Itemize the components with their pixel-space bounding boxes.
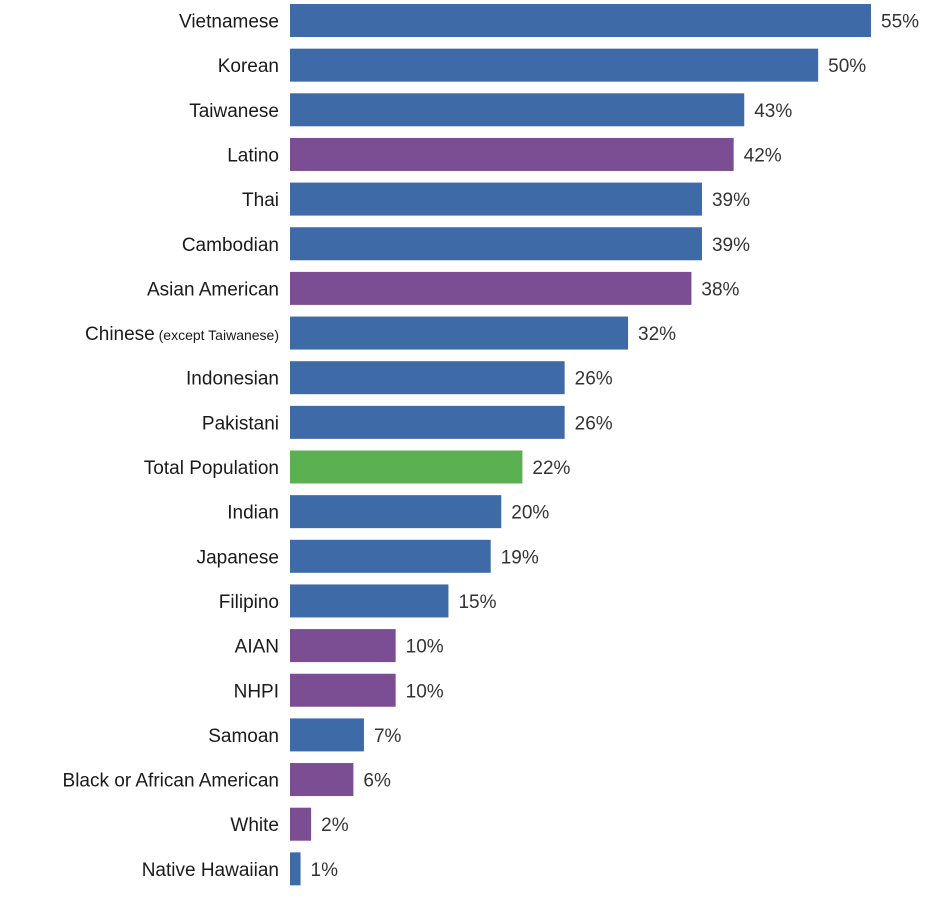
category-label-taiwanese: Taiwanese (189, 101, 279, 122)
bar-asian-american (290, 271, 692, 305)
category-label-text: Asian American (147, 279, 279, 300)
bar-white (290, 807, 312, 841)
bar-japanese (290, 539, 491, 573)
category-label-text: Chinese (85, 324, 155, 345)
category-label-latino: Latino (227, 145, 279, 166)
value-label-cambodian: 39% (712, 235, 750, 256)
category-label-text: Japanese (197, 547, 279, 568)
category-label-text: Indonesian (186, 369, 279, 390)
category-label-asian-american: Asian American (147, 279, 279, 300)
category-label-vietnamese: Vietnamese (179, 12, 279, 33)
category-label-text: Thai (242, 190, 279, 211)
value-label-black-or-african-american: 6% (363, 771, 391, 792)
bar-filipino (290, 584, 449, 618)
value-label-white: 2% (321, 815, 349, 836)
bar-native-hawaiian (290, 852, 301, 886)
category-label-nhpi: NHPI (234, 681, 279, 702)
category-label-indonesian: Indonesian (186, 369, 279, 390)
category-label-text: NHPI (234, 681, 279, 702)
category-label-text: Total Population (144, 458, 279, 479)
category-label-text: AIAN (235, 637, 279, 658)
category-label-white: White (230, 815, 279, 836)
value-label-samoan: 7% (374, 726, 402, 747)
bars-group: Vietnamese 55% Korean 50% Taiwanese 43% Latino… (63, 4, 919, 886)
category-label-text: Taiwanese (189, 101, 279, 122)
value-label-nhpi: 10% (406, 681, 444, 702)
category-label-text: Latino (227, 145, 279, 166)
category-label-text: White (230, 815, 279, 836)
bar-nhpi (290, 673, 396, 707)
value-label-latino: 42% (744, 145, 782, 166)
category-label-text: Indian (227, 503, 279, 524)
bar-thai (290, 182, 702, 216)
category-label-black-or-african-american: Black or African American (63, 771, 279, 792)
value-label-total-population: 22% (532, 458, 570, 479)
bar-cambodian (290, 227, 702, 261)
category-label-text: Native Hawaiian (142, 860, 279, 881)
bar-korean (290, 48, 819, 82)
category-label-filipino: Filipino (219, 592, 279, 613)
category-label-samoan: Samoan (208, 726, 279, 747)
value-label-indian: 20% (511, 503, 549, 524)
category-label-japanese: Japanese (197, 547, 279, 568)
category-label-text: Vietnamese (179, 12, 279, 33)
value-label-filipino: 15% (458, 592, 496, 613)
bar-black-or-african-american (290, 763, 354, 797)
value-label-aian: 10% (406, 637, 444, 658)
category-label-pakistani: Pakistani (202, 413, 279, 434)
value-label-native-hawaiian: 1% (311, 860, 339, 881)
bar-pakistani (290, 405, 565, 439)
value-label-japanese: 19% (501, 547, 539, 568)
bar-indian (290, 495, 502, 529)
value-label-taiwanese: 43% (754, 101, 792, 122)
bar-aian (290, 629, 396, 663)
value-label-vietnamese: 55% (881, 12, 919, 33)
category-label-text: Pakistani (202, 413, 279, 434)
value-label-indonesian: 26% (575, 369, 613, 390)
bar-indonesian (290, 361, 565, 395)
category-label-text: Samoan (208, 726, 279, 747)
category-label-chinese: Chinese (except Taiwanese) (85, 324, 279, 345)
category-label-total-population: Total Population (144, 458, 279, 479)
bar-latino (290, 137, 734, 171)
category-label-text: Filipino (219, 592, 279, 613)
bar-samoan (290, 718, 364, 752)
category-label-text: Cambodian (182, 235, 279, 256)
category-label-korean: Korean (218, 56, 279, 77)
category-label-thai: Thai (242, 190, 279, 211)
bar-chinese (290, 316, 629, 350)
category-label-text: Korean (218, 56, 279, 77)
value-label-asian-american: 38% (701, 279, 739, 300)
category-label-cambodian: Cambodian (182, 235, 279, 256)
value-label-chinese: 32% (638, 324, 676, 345)
value-label-korean: 50% (828, 56, 866, 77)
value-label-thai: 39% (712, 190, 750, 211)
category-label-aian: AIAN (235, 637, 279, 658)
category-label-note: (except Taiwanese) (155, 327, 279, 343)
bar-taiwanese (290, 93, 745, 127)
category-label-indian: Indian (227, 503, 279, 524)
category-label-native-hawaiian: Native Hawaiian (142, 860, 279, 881)
category-label-text: Black or African American (63, 771, 279, 792)
bar-total-population (290, 450, 523, 484)
value-label-pakistani: 26% (575, 413, 613, 434)
bar-vietnamese (290, 4, 871, 37)
